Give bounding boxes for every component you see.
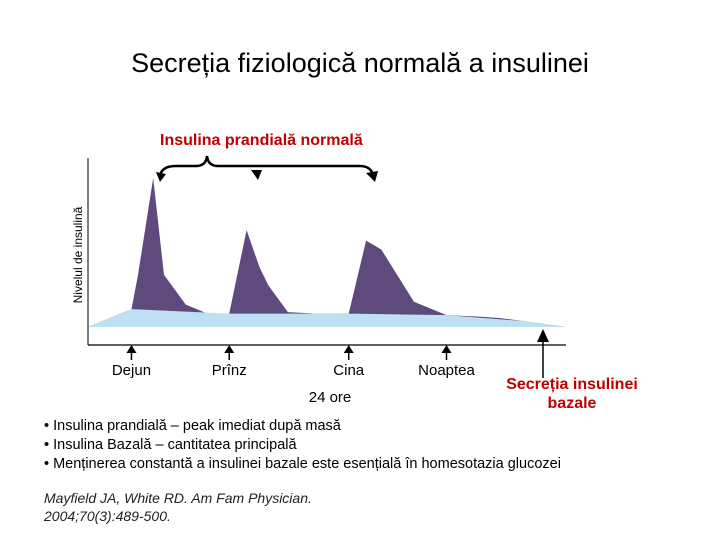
meal-arrow-head [126,345,137,353]
meal-arrow-head [224,345,235,353]
bullet-item: • Insulina prandială – peak imediat după… [44,418,341,434]
citation-line: 2004;70(3):489-500. [44,508,171,524]
meal-label-dinner: Cina [333,362,365,379]
meal-label-night: Noaptea [418,362,475,379]
basal-insulin-area [88,309,566,327]
citation-line: Mayfield JA, White RD. Am Fam Physician. [44,490,312,506]
slide-title: Secreția fiziologică normală a insulinei [131,48,589,78]
prandial-insulin-area [88,178,566,327]
meal-label-breakfast: Dejun [111,362,152,379]
brace-arrow-head [156,172,166,182]
citation: Mayfield JA, White RD. Am Fam Physician.… [44,489,312,525]
meal-label-lunch: Prînz [211,362,247,379]
meal-arrow-head [343,345,354,353]
bullet-item: • Menținerea constantă a insulinei bazal… [44,456,561,472]
bullet-list: • Insulina prandială – peak imediat după… [44,417,561,474]
duration-label: 24 ore [308,389,352,406]
bullet-item: • Insulina Bazală – cantitatea principal… [44,437,297,453]
brace-arrow-head [251,170,262,180]
prandial-brace [158,155,376,179]
brace-arrow-head [366,171,378,182]
basal-secretion-label: Secreția insulinei bazale [506,376,638,412]
basal-arrow-head [537,329,549,342]
meal-arrow-head [441,345,452,353]
prandial-insulin-label: Insulina prandială normală [160,132,363,149]
